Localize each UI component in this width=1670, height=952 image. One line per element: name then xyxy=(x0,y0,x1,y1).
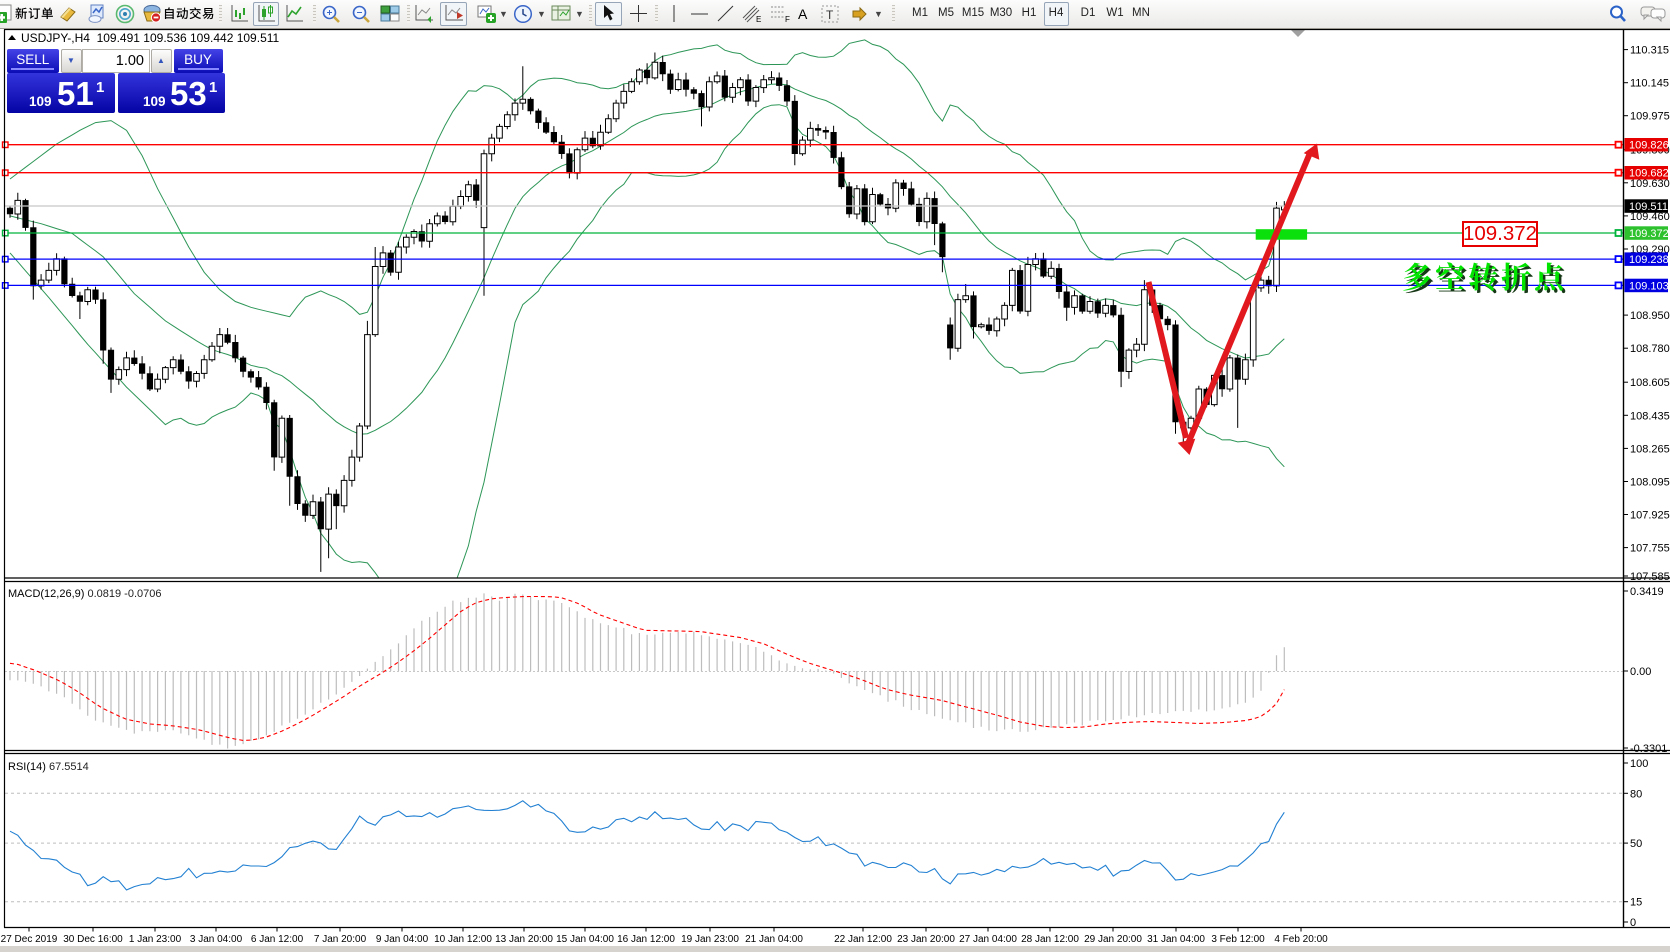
svg-text:3 Jan 04:00: 3 Jan 04:00 xyxy=(190,934,243,945)
svg-text:107.925: 107.925 xyxy=(1630,510,1670,522)
svg-text:109.630: 109.630 xyxy=(1630,178,1670,190)
svg-text:108.780: 108.780 xyxy=(1630,343,1670,355)
svg-text:31 Jan 04:00: 31 Jan 04:00 xyxy=(1147,934,1205,945)
svg-text:4 Feb 20:00: 4 Feb 20:00 xyxy=(1274,934,1328,945)
svg-text:3 Feb 12:00: 3 Feb 12:00 xyxy=(1211,934,1265,945)
svg-text:29 Jan 20:00: 29 Jan 20:00 xyxy=(1084,934,1142,945)
svg-text:16 Jan 12:00: 16 Jan 12:00 xyxy=(617,934,675,945)
svg-text:109.103: 109.103 xyxy=(1629,280,1669,292)
svg-text:7 Jan 20:00: 7 Jan 20:00 xyxy=(314,934,367,945)
svg-text:27 Jan 04:00: 27 Jan 04:00 xyxy=(959,934,1017,945)
svg-text:109.511: 109.511 xyxy=(1629,201,1668,213)
svg-text:28 Jan 12:00: 28 Jan 12:00 xyxy=(1021,934,1079,945)
svg-text:9 Jan 04:00: 9 Jan 04:00 xyxy=(376,934,429,945)
svg-text:100: 100 xyxy=(1630,758,1648,770)
svg-text:110.315: 110.315 xyxy=(1630,45,1669,57)
svg-text:MACD(12,26,9) 0.0819 -0.0706: MACD(12,26,9) 0.0819 -0.0706 xyxy=(8,588,162,600)
svg-text:22 Jan 12:00: 22 Jan 12:00 xyxy=(834,934,892,945)
svg-text:107.585: 107.585 xyxy=(1630,571,1670,583)
svg-text:109.372: 109.372 xyxy=(1629,228,1669,240)
svg-text:21 Jan 04:00: 21 Jan 04:00 xyxy=(745,934,803,945)
svg-text:108.605: 108.605 xyxy=(1630,377,1670,389)
svg-text:109.460: 109.460 xyxy=(1630,211,1670,223)
svg-text:0: 0 xyxy=(1630,917,1636,929)
svg-text:109.975: 109.975 xyxy=(1630,111,1670,123)
svg-text:109.682: 109.682 xyxy=(1629,168,1669,180)
svg-text:50: 50 xyxy=(1630,838,1642,850)
svg-text:80: 80 xyxy=(1630,788,1642,800)
svg-text:1 Jan 23:00: 1 Jan 23:00 xyxy=(129,934,182,945)
svg-text:109.238: 109.238 xyxy=(1629,254,1669,266)
svg-text:0.3419: 0.3419 xyxy=(1630,586,1664,598)
svg-text:23 Jan 20:00: 23 Jan 20:00 xyxy=(897,934,955,945)
svg-text:30 Dec 16:00: 30 Dec 16:00 xyxy=(63,934,123,945)
svg-text:107.755: 107.755 xyxy=(1630,543,1670,555)
svg-text:6 Jan 12:00: 6 Jan 12:00 xyxy=(251,934,304,945)
svg-text:15: 15 xyxy=(1630,897,1642,909)
svg-text:T: T xyxy=(826,8,834,22)
svg-text:108.435: 108.435 xyxy=(1630,410,1670,422)
svg-text:15 Jan 04:00: 15 Jan 04:00 xyxy=(556,934,614,945)
svg-text:13 Jan 20:00: 13 Jan 20:00 xyxy=(495,934,553,945)
svg-text:109.372: 109.372 xyxy=(1463,222,1537,245)
svg-text:USDJPY-,H4 109.491 109.536 10: USDJPY-,H4 109.491 109.536 109.442 109.5… xyxy=(21,31,280,45)
svg-text:110.145: 110.145 xyxy=(1630,78,1669,90)
svg-text:E: E xyxy=(756,15,761,24)
svg-text:108.265: 108.265 xyxy=(1630,443,1670,455)
svg-text:109.826: 109.826 xyxy=(1629,140,1669,152)
svg-text:-0.3301: -0.3301 xyxy=(1630,743,1667,755)
svg-text:19 Jan 23:00: 19 Jan 23:00 xyxy=(681,934,739,945)
svg-text:108.950: 108.950 xyxy=(1630,310,1670,322)
svg-text:108.095: 108.095 xyxy=(1630,477,1670,489)
svg-text:10 Jan 12:00: 10 Jan 12:00 xyxy=(434,934,492,945)
svg-text:27 Dec 2019: 27 Dec 2019 xyxy=(1,934,58,945)
svg-text:RSI(14) 67.5514: RSI(14) 67.5514 xyxy=(8,761,89,773)
svg-text:F: F xyxy=(785,15,790,24)
svg-text:0.00: 0.00 xyxy=(1630,666,1651,678)
